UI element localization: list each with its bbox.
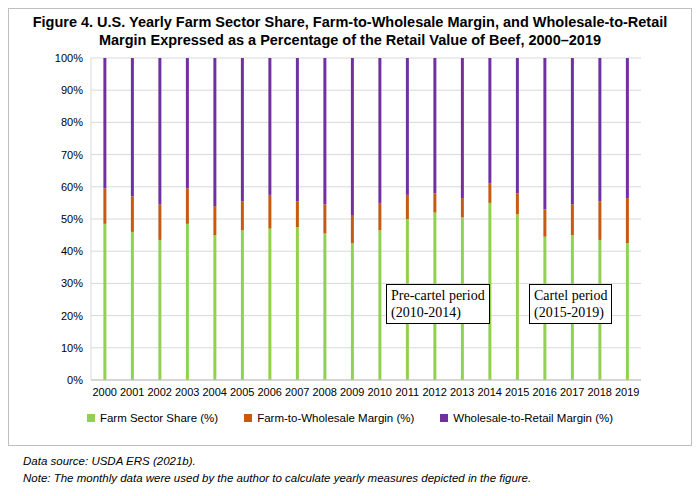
svg-text:2006: 2006 [258,386,282,398]
svg-text:2000: 2000 [93,386,117,398]
svg-text:2004: 2004 [203,386,227,398]
html-text:Data source: USDA ERS (2021b).: Data source: USDA ERS (2021b). [23,455,196,467]
html-text:Farm Sector Share (%): Farm Sector Share (%) [99,412,219,424]
svg-text:2014: 2014 [478,386,502,398]
svg-text:2013: 2013 [450,386,474,398]
svg-text:2019: 2019 [615,386,639,398]
svg-text:2017: 2017 [560,386,584,398]
svg-text:80%: 80% [61,116,83,128]
svg-text:30%: 30% [61,277,83,289]
html-text:Figure 4. U.S. Yearly Farm Sec: Figure 4. U.S. Yearly Farm Sector Share,… [32,14,668,48]
svg-text:2012: 2012 [423,386,447,398]
svg-text:2008: 2008 [313,386,337,398]
svg-text:50%: 50% [61,213,83,225]
html-text:Cartel period (2015-2019): Cartel period (2015-2019) [534,288,608,320]
svg-text:2010: 2010 [368,386,392,398]
svg-text:2009: 2009 [340,386,364,398]
svg-text:2018: 2018 [588,386,612,398]
svg-text:2007: 2007 [285,386,309,398]
svg-text:2005: 2005 [230,386,254,398]
svg-text:2015: 2015 [505,386,529,398]
svg-text:2016: 2016 [533,386,557,398]
svg-text:20%: 20% [61,310,83,322]
svg-text:0%: 0% [67,374,83,386]
svg-text:40%: 40% [61,245,83,257]
html-text:Wholesale-to-Retail Margin (%): Wholesale-to-Retail Margin (%) [453,412,614,424]
html-text:Pre-cartel period (2010-2014): Pre-cartel period (2010-2014) [391,288,485,320]
svg-text:2002: 2002 [148,386,172,398]
html-text:Note: The monthly data were us: Note: The monthly data were used by the … [23,472,532,484]
svg-text:90%: 90% [61,84,83,96]
svg-text:70%: 70% [61,149,83,161]
svg-text:2001: 2001 [120,386,144,398]
html-text:Farm-to-Wholesale Margin (%): Farm-to-Wholesale Margin (%) [257,412,415,424]
svg-text:2011: 2011 [395,386,419,398]
svg-text:100%: 100% [55,52,83,64]
svg-text:10%: 10% [61,342,83,354]
svg-text:2003: 2003 [175,386,199,398]
svg-text:60%: 60% [61,181,83,193]
